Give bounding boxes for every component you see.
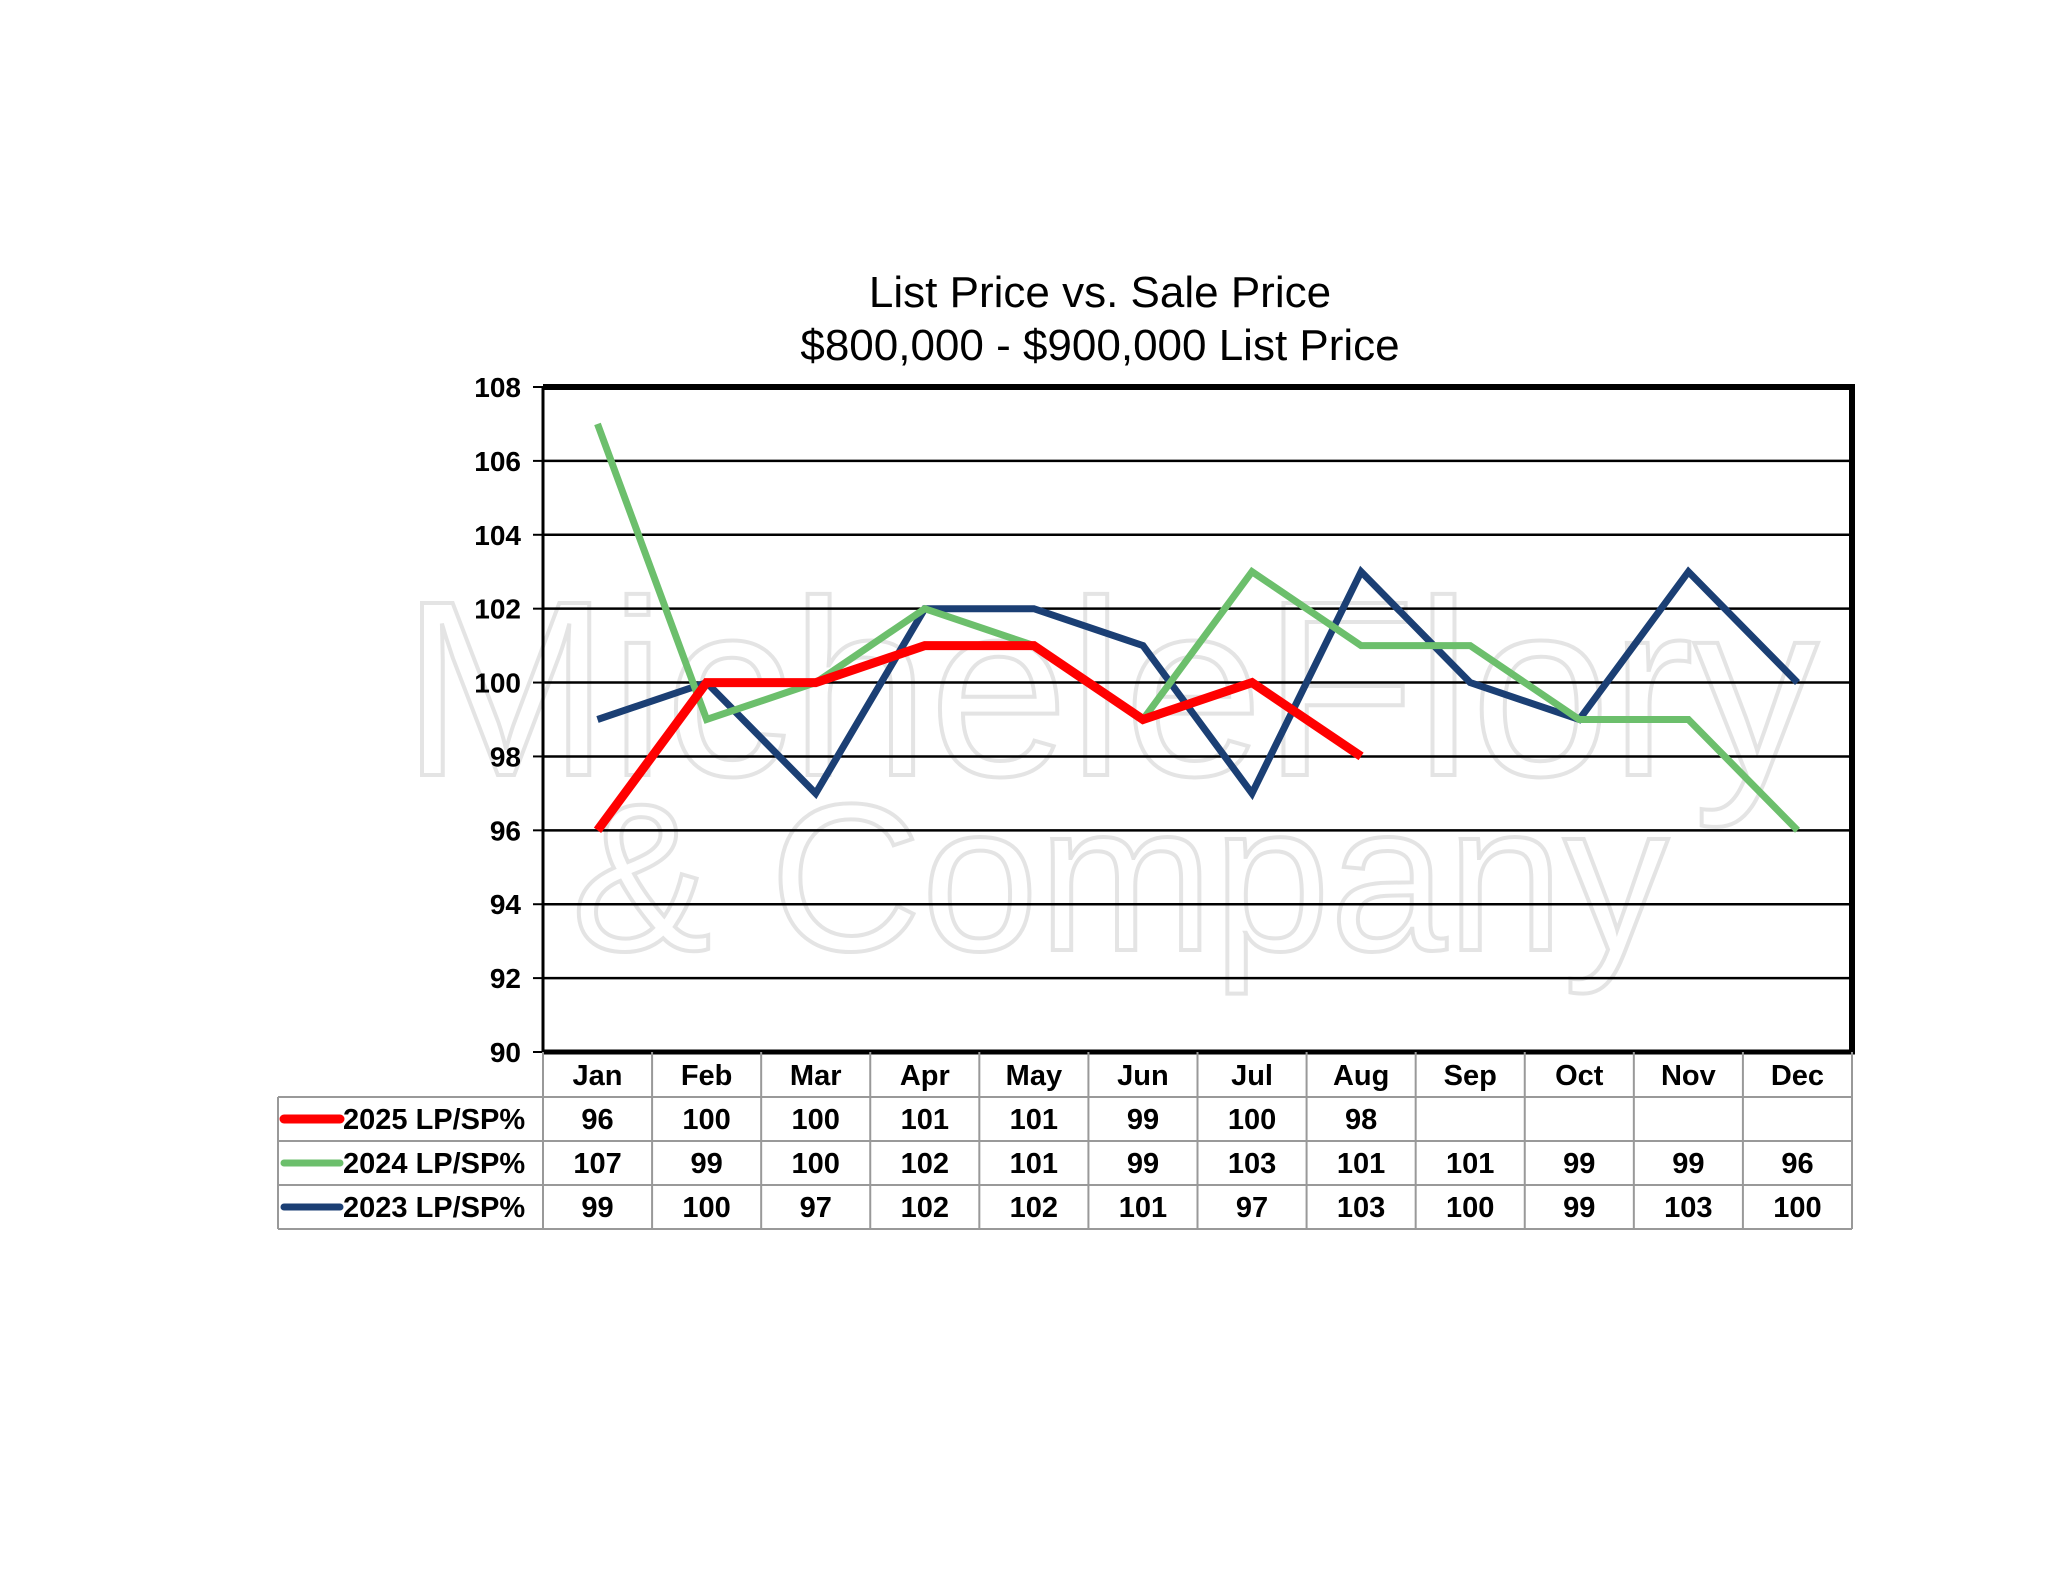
table-cell-value: 99: [1127, 1104, 1159, 1136]
table-cell-value: 103: [1337, 1192, 1385, 1224]
y-tick-label: 98: [490, 741, 521, 772]
x-tick-label: May: [1006, 1060, 1062, 1092]
table-cell-value: 101: [1010, 1148, 1058, 1180]
x-tick-label: Jan: [573, 1060, 623, 1092]
table-cell-value: 103: [1228, 1148, 1276, 1180]
series-line-2025: [593, 641, 1364, 833]
table-cell-value: 100: [1773, 1192, 1821, 1224]
x-tick-label: Jul: [1231, 1060, 1273, 1092]
x-tick-label: Oct: [1555, 1060, 1604, 1092]
table-cell-value: 101: [1010, 1104, 1058, 1136]
legend-label: 2025 LP/SP%: [343, 1104, 525, 1136]
table-cell-value: 101: [1119, 1192, 1167, 1224]
table-cell-value: 100: [1446, 1192, 1494, 1224]
table-cell-value: 101: [1446, 1148, 1494, 1180]
table-cell-value: 96: [1781, 1148, 1813, 1180]
y-tick-label: 90: [490, 1037, 521, 1068]
x-tick-label: Sep: [1444, 1060, 1497, 1092]
table-cell-value: 102: [901, 1148, 949, 1180]
x-tick-label: Dec: [1771, 1060, 1824, 1092]
watermark-line-2: & Company: [571, 760, 1668, 995]
y-tick-label: 92: [490, 963, 521, 994]
legend-label: 2024 LP/SP%: [343, 1148, 525, 1180]
data-table: Jan Feb Mar Apr May Jun Jul Aug Sep Oct Nov Dec 2025…: [277, 1052, 1853, 1230]
table-cell-value: 101: [901, 1104, 949, 1136]
x-tick-label: Aug: [1333, 1060, 1389, 1092]
y-tick-label: 96: [490, 815, 521, 846]
y-tick-label: 94: [490, 889, 522, 920]
table-cell-value: 97: [800, 1192, 832, 1224]
table-cell-value: 99: [1672, 1148, 1704, 1180]
table-cell-value: 98: [1345, 1104, 1377, 1136]
table-cell-value: 100: [682, 1192, 730, 1224]
x-tick-label: Nov: [1661, 1060, 1716, 1092]
table-cell-value: 100: [682, 1104, 730, 1136]
table-cell-value: 101: [1337, 1148, 1385, 1180]
watermark: MicheleFlory& Company: [400, 547, 1821, 997]
table-cell-value: 99: [1563, 1148, 1595, 1180]
series-lines: [593, 422, 1800, 833]
series-line-2024: [594, 422, 1800, 833]
table-cell-value: 97: [1236, 1192, 1268, 1224]
chart-title: List Price vs. Sale Price: [868, 268, 1332, 317]
y-axis: 90 92 94 96 98 100 102 104 106 108: [474, 372, 543, 1068]
table-cell-value: 107: [573, 1148, 621, 1180]
table-cell-value: 96: [581, 1104, 613, 1136]
x-tick-label: Mar: [790, 1060, 842, 1092]
x-tick-label: Feb: [681, 1060, 733, 1092]
table-cell-value: 102: [901, 1192, 949, 1224]
x-tick-label: Apr: [900, 1060, 950, 1092]
y-tick-label: 100: [474, 668, 521, 699]
table-cell-value: 99: [1563, 1192, 1595, 1224]
y-tick-label: 104: [474, 520, 521, 551]
table-cell-value: 100: [792, 1104, 840, 1136]
table-cell-value: 99: [1127, 1148, 1159, 1180]
x-tick-label: Jun: [1117, 1060, 1169, 1092]
chart-subtitle: $800,000 - $900,000 List Price: [800, 321, 1400, 370]
y-tick-label: 106: [474, 446, 521, 477]
table-cell-value: 100: [1228, 1104, 1276, 1136]
table-cell-value: 102: [1010, 1192, 1058, 1224]
legend-label: 2023 LP/SP%: [343, 1192, 525, 1224]
table-cell-value: 99: [581, 1192, 613, 1224]
table-cell-value: 100: [792, 1148, 840, 1180]
series-line-2023: [596, 565, 1800, 801]
y-tick-label: 108: [474, 372, 521, 403]
table-cell-value: 99: [690, 1148, 722, 1180]
y-tick-label: 102: [474, 594, 521, 625]
table-cell-value: 103: [1664, 1192, 1712, 1224]
